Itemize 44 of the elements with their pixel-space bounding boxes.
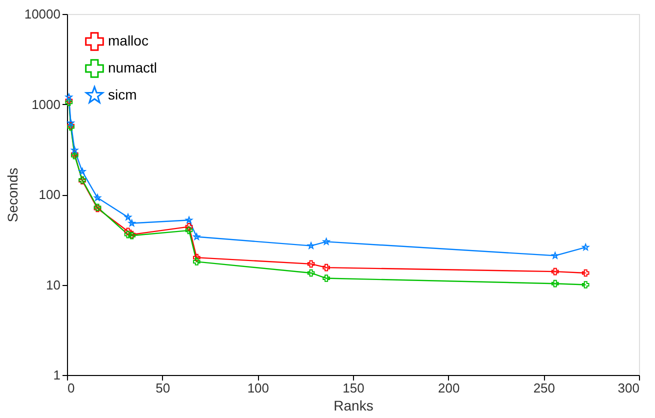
x-tick-label: 50	[156, 380, 170, 396]
x-tick-label: 150	[342, 380, 364, 396]
x-tick-label: 300	[618, 380, 640, 396]
point	[192, 258, 200, 266]
point	[582, 281, 590, 288]
y-axis-title: Seconds	[4, 168, 20, 222]
point	[186, 216, 193, 224]
point	[124, 214, 132, 220]
point	[124, 230, 132, 238]
point	[307, 269, 315, 277]
point	[185, 226, 193, 234]
y-tick-label: 10	[46, 277, 60, 292]
point	[308, 242, 315, 249]
point	[128, 220, 136, 226]
y-tick-label: 10000	[24, 6, 60, 22]
point	[124, 228, 132, 236]
point	[94, 194, 102, 201]
point	[71, 146, 78, 154]
point	[65, 93, 72, 100]
x-tick-label: 250	[533, 380, 556, 396]
legend-label: malloc	[108, 32, 148, 48]
point	[322, 274, 330, 282]
legend-label: sicm	[108, 86, 137, 102]
x-tick-label: 0	[68, 380, 75, 396]
point	[552, 252, 559, 259]
x-tick-label: 200	[438, 380, 460, 396]
point	[307, 260, 315, 268]
point	[193, 233, 200, 240]
legend-label: numactl	[108, 60, 158, 76]
point	[322, 238, 330, 245]
y-tick-label: 100	[38, 187, 60, 202]
point	[322, 264, 330, 272]
point	[551, 268, 559, 276]
point	[551, 280, 559, 288]
point	[67, 119, 74, 126]
point	[582, 269, 590, 277]
y-tick-label: 1	[53, 368, 60, 382]
point	[192, 254, 200, 262]
point	[185, 223, 193, 230]
x-tick-label: 100	[247, 380, 270, 396]
y-tick-label: 1000	[32, 96, 60, 112]
x-axis-title: Ranks	[334, 398, 374, 414]
point	[78, 168, 86, 175]
point	[582, 244, 590, 250]
